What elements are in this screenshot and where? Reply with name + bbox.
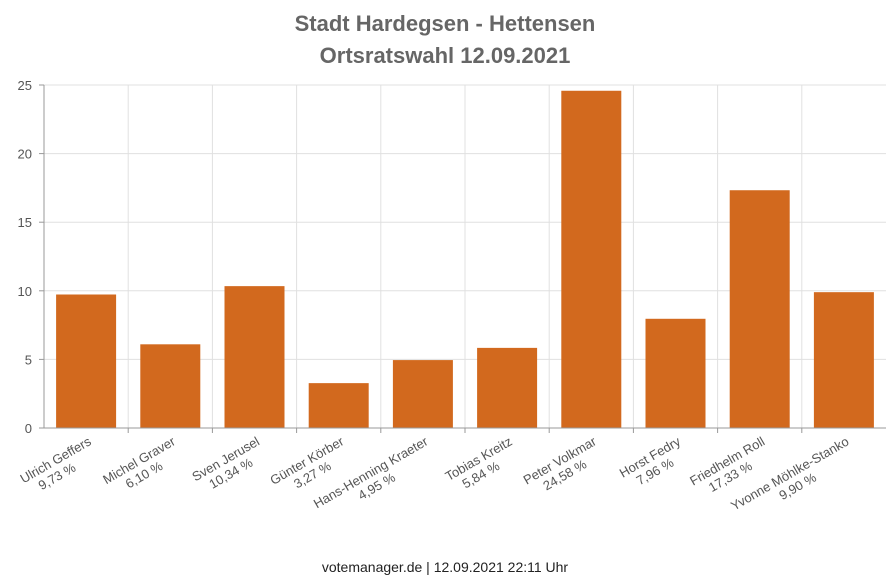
axes: 0 5 10 15 20 25 (18, 78, 886, 436)
y-tick-label: 0 (25, 421, 32, 436)
y-tick-label: 5 (25, 352, 32, 367)
bar (392, 360, 453, 428)
footer-credit: votemanager.de | 12.09.2021 22:11 Uhr (321, 559, 569, 575)
bar (813, 292, 874, 428)
y-tick-label: 25 (18, 78, 32, 93)
chart-title-line-2: Ortsratswahl 12.09.2021 (320, 43, 571, 68)
bar (224, 286, 285, 428)
bar (308, 383, 369, 428)
bar (477, 347, 538, 428)
bar (56, 294, 117, 428)
y-tick-label: 10 (18, 284, 32, 299)
bars (56, 90, 874, 429)
grid-lines (44, 84, 886, 428)
y-tick-label: 15 (18, 215, 32, 230)
bar (561, 90, 622, 429)
chart-title-line-1: Stadt Hardegsen - Hettensen (295, 11, 596, 36)
bar (140, 344, 201, 428)
bar (645, 318, 706, 428)
bar (729, 190, 790, 428)
y-tick-label: 20 (18, 147, 32, 162)
